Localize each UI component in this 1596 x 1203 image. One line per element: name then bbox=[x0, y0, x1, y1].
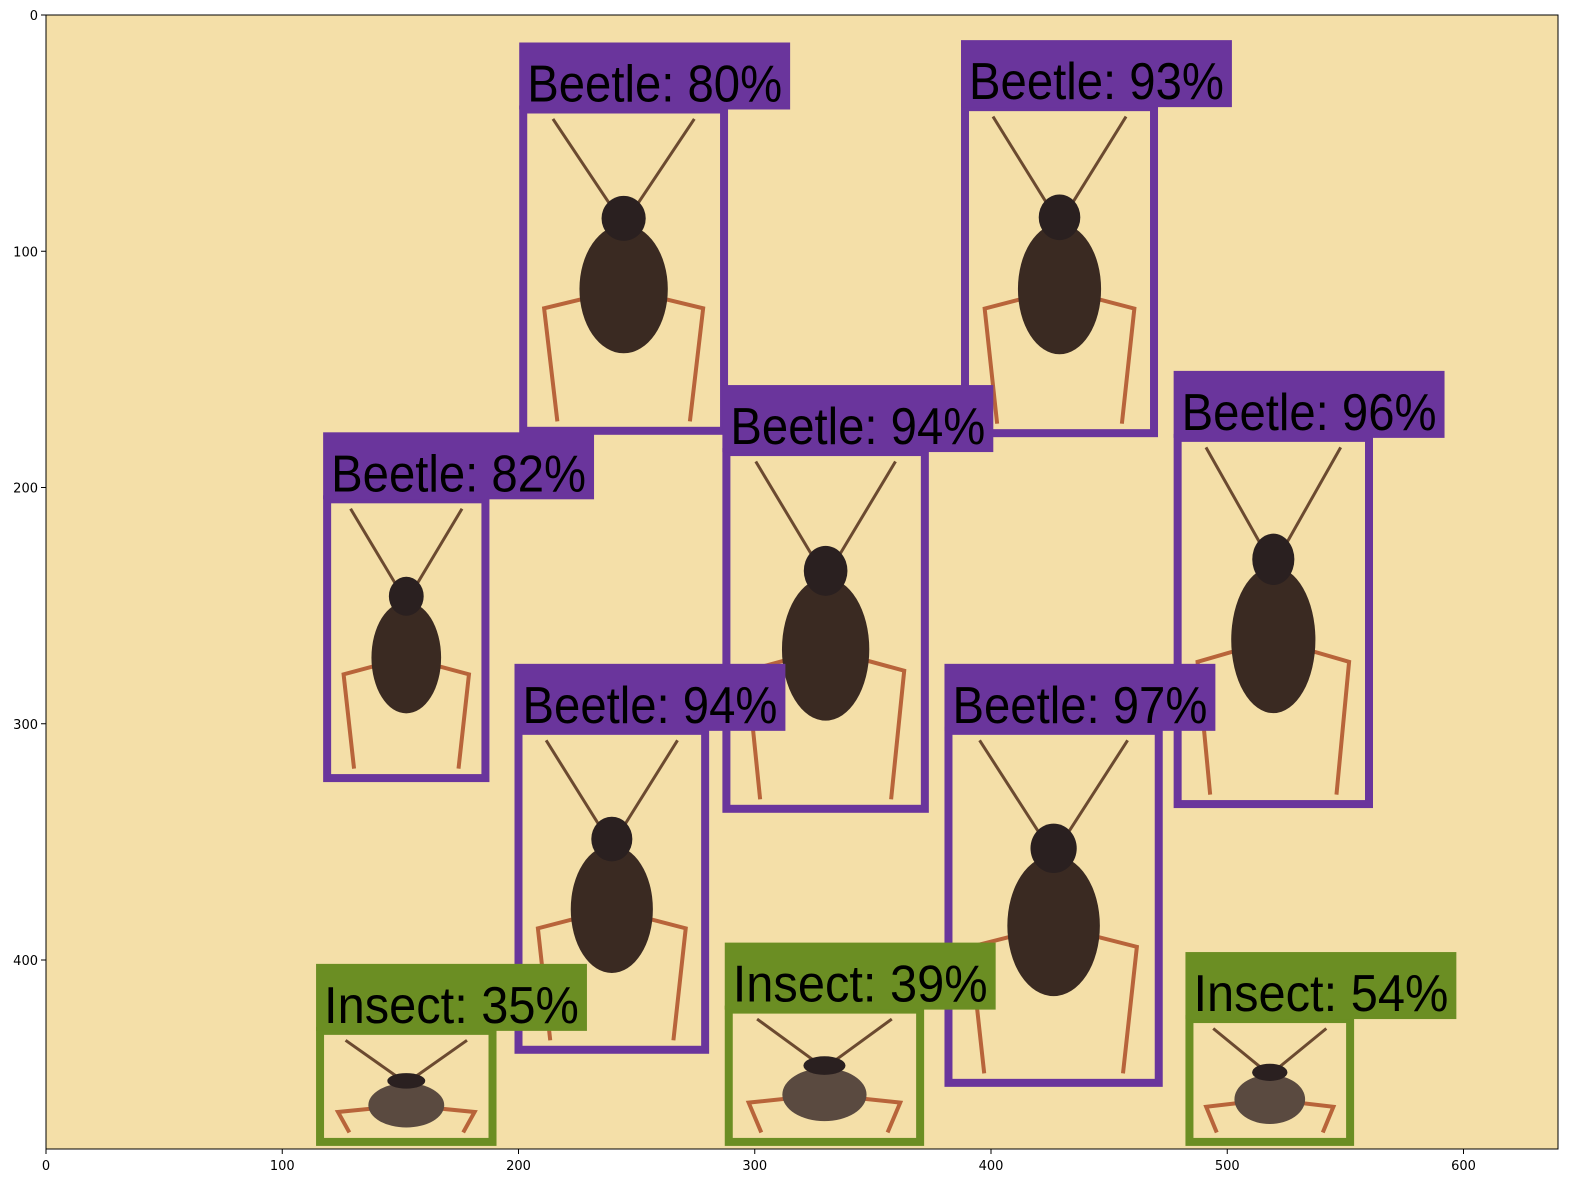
detection-label-background bbox=[722, 385, 994, 453]
beetle-illustration bbox=[968, 739, 1140, 1074]
y-tick-label: 200 bbox=[13, 482, 38, 497]
beetle-head bbox=[1252, 533, 1295, 585]
beetle-head bbox=[387, 1073, 426, 1089]
beetle-head bbox=[803, 545, 848, 596]
detection-label-background bbox=[1173, 370, 1445, 438]
detection-label-background bbox=[944, 663, 1216, 731]
beetle-illustration bbox=[744, 460, 907, 800]
beetle-head bbox=[591, 816, 633, 862]
detection-label: Beetle: 96% bbox=[1182, 384, 1437, 442]
detection-label-background bbox=[724, 942, 996, 1010]
detection-label: Beetle: 97% bbox=[952, 677, 1207, 735]
y-tick-label: 100 bbox=[13, 245, 38, 260]
detection-label: Insect: 35% bbox=[324, 977, 579, 1035]
beetle-head bbox=[1030, 823, 1077, 873]
detection-label: Beetle: 94% bbox=[523, 677, 778, 735]
y-tick-label: 400 bbox=[13, 954, 38, 969]
y-tick-label: 300 bbox=[13, 718, 38, 733]
beetle-illustration bbox=[341, 507, 472, 769]
beetle-body bbox=[781, 577, 870, 721]
detection-label: Beetle: 82% bbox=[331, 445, 586, 503]
beetle-body bbox=[570, 845, 653, 973]
x-tick-label: 0 bbox=[42, 1159, 50, 1174]
beetle-illustration bbox=[982, 115, 1137, 424]
detection-label: Insect: 39% bbox=[733, 956, 988, 1014]
beetle-head bbox=[601, 195, 646, 241]
x-tick-label: 400 bbox=[979, 1159, 1004, 1174]
beetle-illustration bbox=[1203, 1027, 1337, 1134]
beetle-illustration bbox=[745, 1017, 904, 1134]
beetle-head bbox=[803, 1056, 846, 1075]
detection-label-background bbox=[316, 963, 587, 1031]
detections-layer: Beetle: 80% Beetle: 93% Beetle: 94% Beetle:… bbox=[316, 40, 1457, 1146]
x-tick-label: 300 bbox=[742, 1159, 767, 1174]
detection-label: Insect: 54% bbox=[1193, 965, 1448, 1023]
x-tick-label: 100 bbox=[270, 1159, 295, 1174]
x-tick-label: 600 bbox=[1451, 1159, 1476, 1174]
axes: 0 100 200 300 400 500 600 0 100 200 300 400 bbox=[13, 9, 1559, 1174]
axes-frame bbox=[45, 14, 1559, 1150]
x-tick-label: 500 bbox=[1215, 1159, 1240, 1174]
beetle-head bbox=[1252, 1063, 1288, 1081]
beetle-illustration bbox=[541, 118, 706, 422]
detection-label-background bbox=[961, 40, 1232, 108]
beetle-body bbox=[1007, 855, 1100, 997]
beetle-illustration bbox=[334, 1039, 478, 1134]
detection-label: Beetle: 94% bbox=[730, 398, 985, 456]
beetle-body bbox=[368, 1083, 445, 1128]
detection-label: Beetle: 80% bbox=[527, 56, 782, 114]
beetle-body bbox=[579, 224, 668, 354]
detection-label-background bbox=[323, 432, 595, 500]
beetle-body bbox=[1234, 1074, 1306, 1124]
beetle-illustration bbox=[1195, 446, 1352, 795]
beetle-body bbox=[1017, 223, 1102, 355]
beetle-illustration bbox=[535, 739, 688, 1041]
detection-label-background bbox=[514, 663, 786, 731]
detection-label-background bbox=[1185, 952, 1457, 1020]
detection-label-background bbox=[519, 42, 791, 110]
beetle-body bbox=[371, 601, 442, 714]
beetle-head bbox=[1038, 194, 1081, 241]
x-tick-label: 200 bbox=[506, 1159, 531, 1174]
y-tick-label: 0 bbox=[30, 9, 38, 24]
beetle-body bbox=[1231, 566, 1316, 714]
detection-label: Beetle: 93% bbox=[969, 53, 1224, 111]
beetle-head bbox=[388, 576, 424, 616]
beetle-body bbox=[782, 1068, 867, 1122]
